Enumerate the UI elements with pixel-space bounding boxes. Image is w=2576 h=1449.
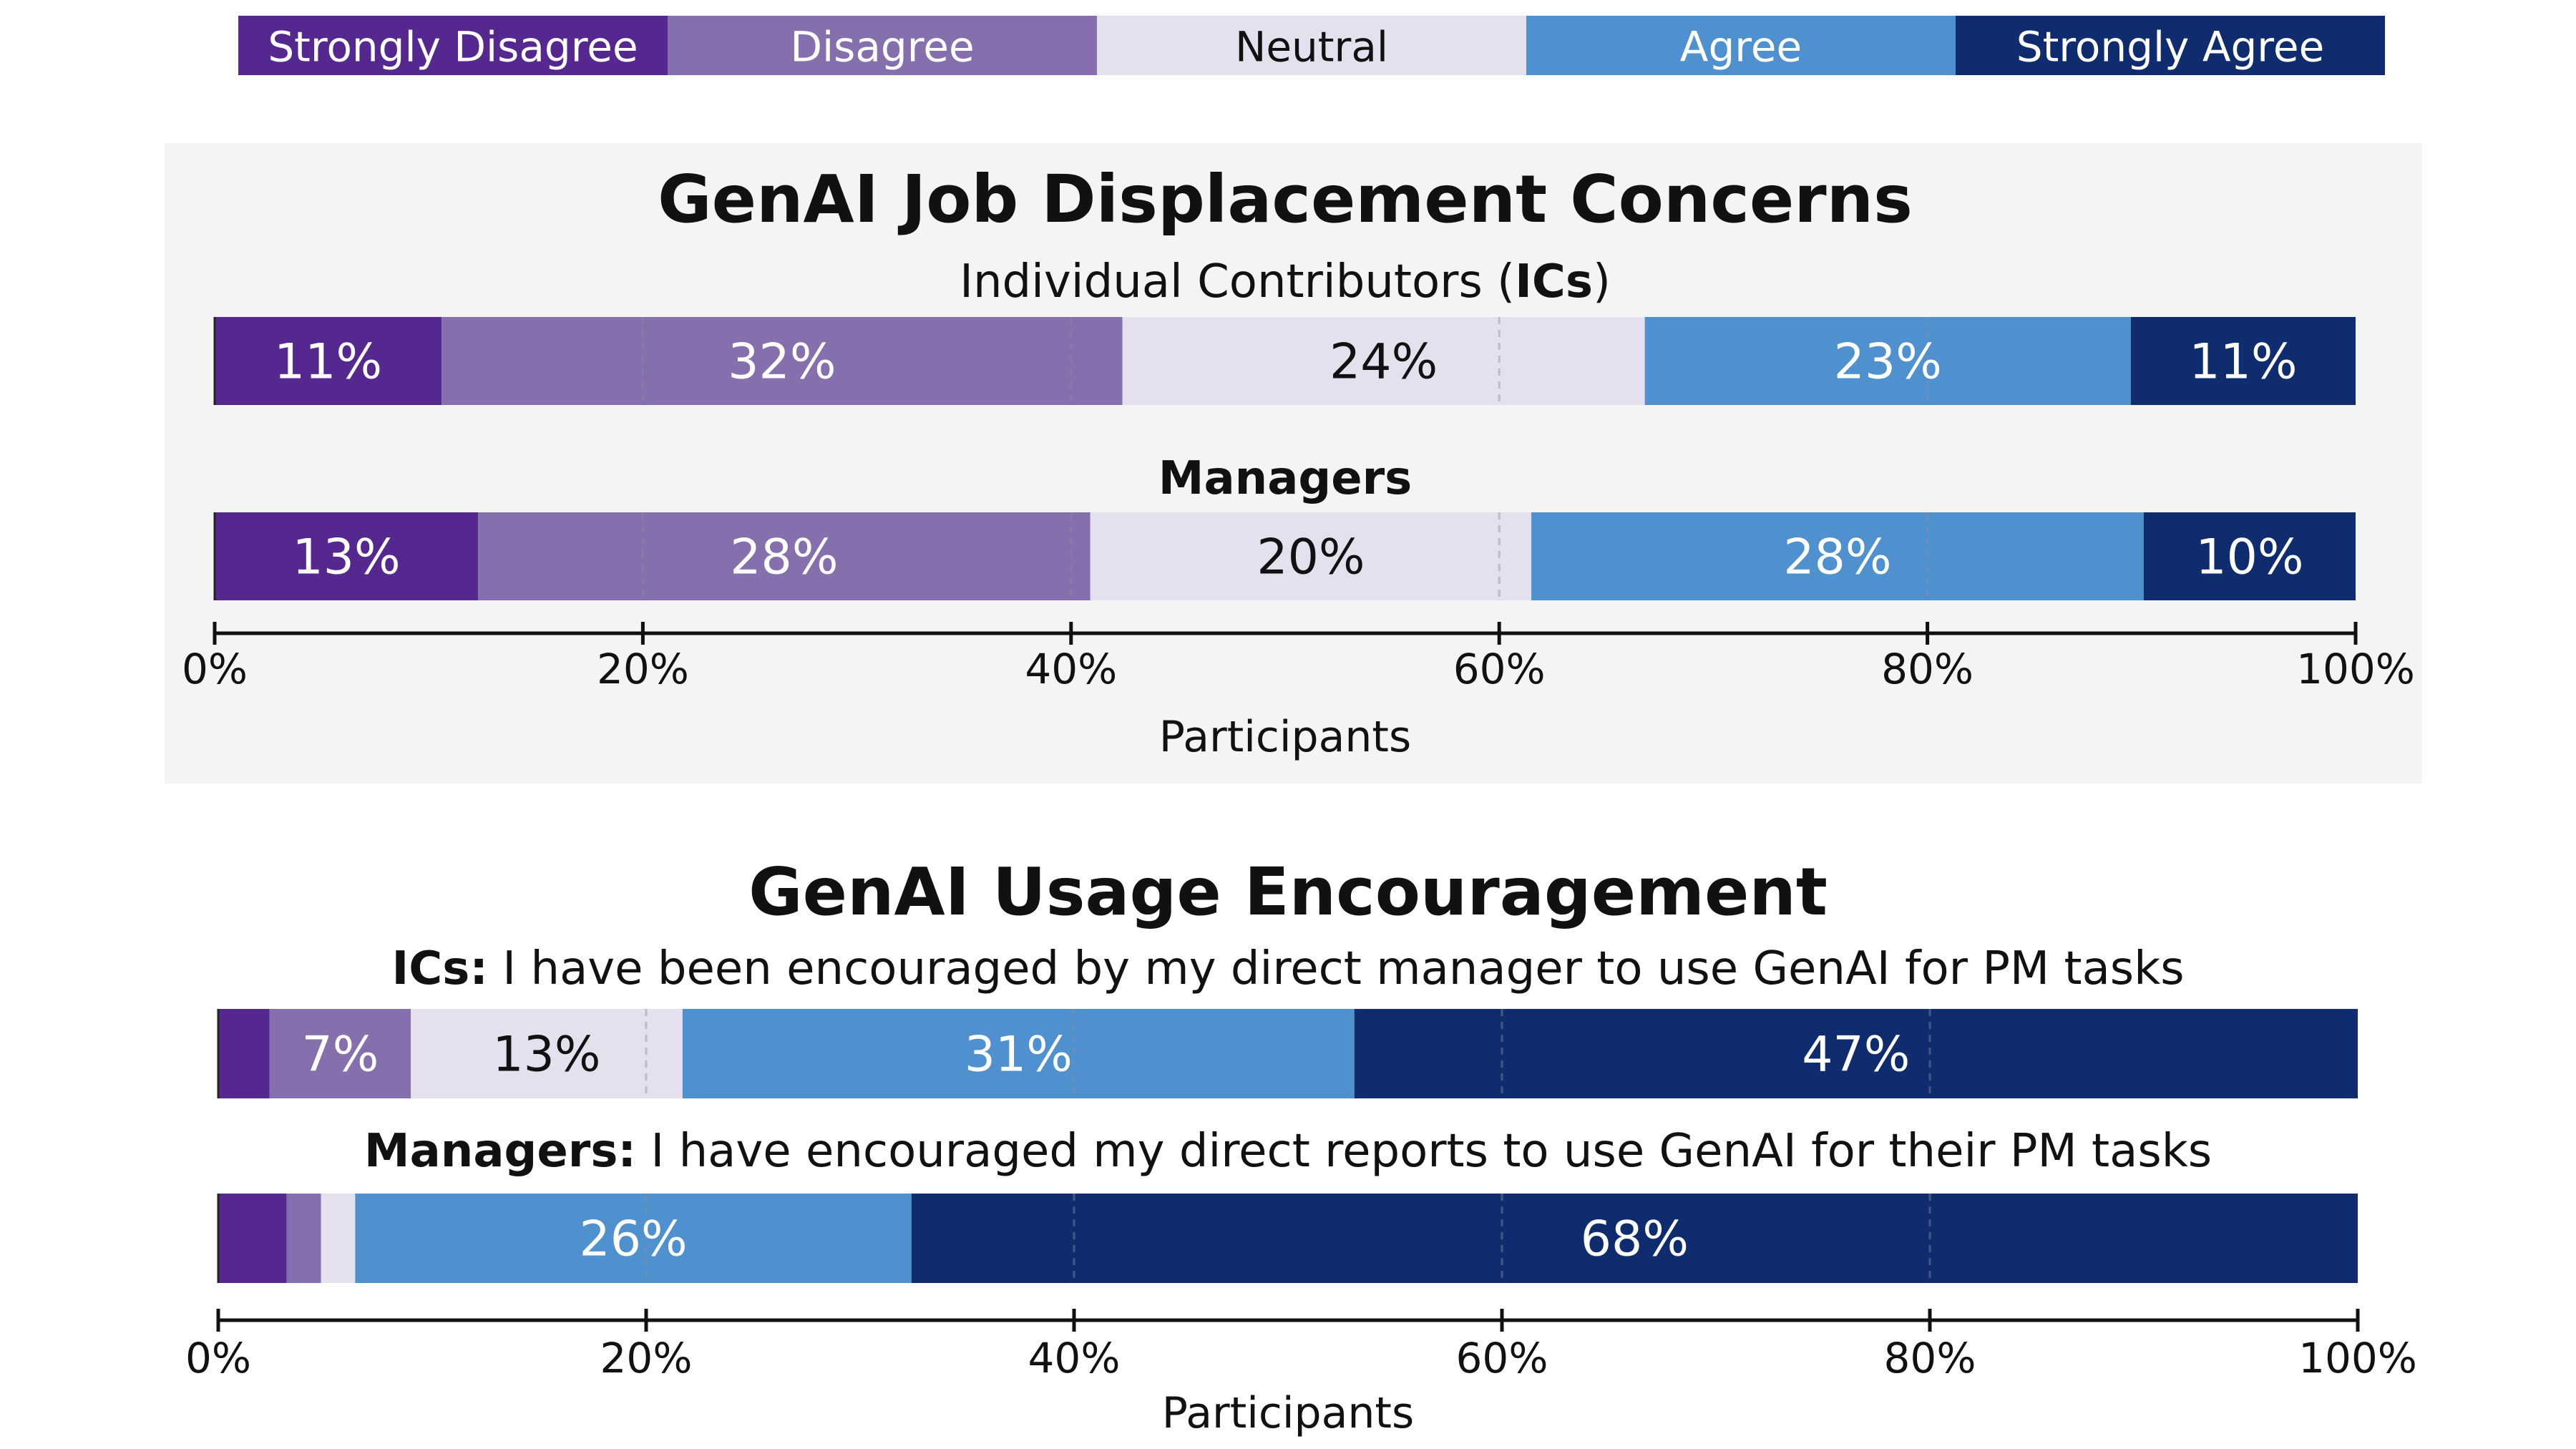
bar-row-label: Managers: I have encouraged my direct re… bbox=[364, 1125, 2212, 1178]
segment-value-label: 32% bbox=[728, 334, 836, 391]
segment-value-label: 11% bbox=[2189, 334, 2297, 391]
segment-value-label: 7% bbox=[301, 1027, 379, 1083]
bar-segment bbox=[1090, 512, 1532, 600]
bar-row-label-text: ) bbox=[1593, 255, 1611, 308]
bar-segment bbox=[478, 512, 1091, 600]
x-tick-label: 60% bbox=[1456, 1334, 1548, 1382]
bar-segment bbox=[215, 317, 442, 405]
bar-segment bbox=[411, 1009, 683, 1098]
x-axis-label: Participants bbox=[1162, 1388, 1414, 1438]
segment-value-label: 13% bbox=[292, 530, 400, 586]
x-tick-label: 80% bbox=[1884, 1334, 1976, 1382]
segment-value-label: 13% bbox=[492, 1027, 600, 1083]
bar-row-label-bold: Managers: bbox=[364, 1125, 636, 1178]
panel-1-background bbox=[165, 143, 2422, 784]
legend-label: Agree bbox=[1680, 23, 1802, 72]
segment-value-label: 23% bbox=[1834, 334, 1942, 391]
bar-segment bbox=[355, 1194, 912, 1283]
legend-swatch bbox=[1097, 16, 1526, 75]
x-tick-label: 100% bbox=[2298, 1334, 2417, 1382]
bar-segment bbox=[1644, 317, 2131, 405]
bar-segment bbox=[682, 1009, 1355, 1098]
bar-segment bbox=[218, 1009, 270, 1098]
bar-segment bbox=[2143, 512, 2356, 600]
x-tick-label: 0% bbox=[185, 1334, 251, 1382]
bar-segment bbox=[1531, 512, 2144, 600]
legend-label: Neutral bbox=[1235, 23, 1388, 72]
x-tick-label: 0% bbox=[182, 645, 248, 693]
legend-swatch bbox=[1956, 16, 2385, 75]
legend-label: Strongly Agree bbox=[2016, 23, 2325, 72]
x-tick-label: 100% bbox=[2296, 645, 2415, 693]
x-tick-label: 80% bbox=[1881, 645, 1974, 693]
legend-swatch bbox=[668, 16, 1097, 75]
bar-segment bbox=[269, 1009, 411, 1098]
bar-row-label-bold: ICs bbox=[1515, 255, 1593, 308]
bar-segment bbox=[218, 1194, 287, 1283]
segment-value-label: 20% bbox=[1257, 530, 1365, 586]
x-tick-label: 20% bbox=[600, 1334, 693, 1382]
legend-swatch bbox=[1526, 16, 1956, 75]
bar-row-label-bold: ICs: bbox=[391, 942, 487, 995]
legend-label: Disagree bbox=[790, 23, 974, 72]
segment-value-label: 31% bbox=[965, 1027, 1073, 1083]
segment-value-label: 11% bbox=[274, 334, 382, 391]
bar-row-label-text: Individual Contributors ( bbox=[960, 255, 1515, 308]
bar-segment bbox=[286, 1194, 321, 1283]
panel-job-displacement-concerns: GenAI Job Displacement Concerns Individua… bbox=[182, 161, 2415, 762]
bar-segment bbox=[321, 1194, 356, 1283]
bar-segment bbox=[2130, 317, 2356, 405]
bar-row-label-bold: Managers bbox=[1158, 452, 1413, 505]
segment-value-label: 68% bbox=[1581, 1211, 1689, 1268]
segment-value-label: 47% bbox=[1802, 1027, 1910, 1083]
chart-title: GenAI Job Displacement Concerns bbox=[658, 161, 1913, 238]
bar-segment bbox=[441, 317, 1123, 405]
bar-row-label-text: I have been encouraged by my direct mana… bbox=[488, 942, 2185, 995]
segment-value-label: 28% bbox=[730, 530, 838, 586]
segment-value-label: 10% bbox=[2195, 530, 2303, 586]
bar-segment bbox=[1122, 317, 1645, 405]
x-axis-label: Participants bbox=[1159, 712, 1411, 762]
bar-row-label: Individual Contributors (ICs) bbox=[960, 255, 1611, 308]
legend: Strongly Disagree Disagree Neutral Agree Str… bbox=[238, 16, 2385, 75]
bar-row-label-text: I have encouraged my direct reports to u… bbox=[636, 1125, 2212, 1178]
bar-segment bbox=[1354, 1009, 2358, 1098]
bar-row-label: Managers bbox=[1158, 452, 1413, 505]
panel-usage-encouragement: GenAI Usage Encouragement ICs: I have bee… bbox=[185, 854, 2417, 1438]
x-tick-label: 20% bbox=[597, 645, 689, 693]
x-tick-label: 40% bbox=[1025, 645, 1117, 693]
x-tick-label: 40% bbox=[1028, 1334, 1121, 1382]
bar-segment bbox=[215, 512, 479, 600]
legend-swatch bbox=[238, 16, 668, 75]
chart-title: GenAI Usage Encouragement bbox=[748, 854, 1828, 930]
segment-value-label: 24% bbox=[1330, 334, 1438, 391]
bar-row-label: ICs: I have been encouraged by my direct… bbox=[391, 942, 2184, 995]
legend-label: Strongly Disagree bbox=[268, 23, 638, 72]
segment-value-label: 26% bbox=[579, 1211, 687, 1268]
segment-value-label: 28% bbox=[1783, 530, 1891, 586]
x-tick-label: 60% bbox=[1453, 645, 1546, 693]
bar-segment bbox=[911, 1194, 2358, 1283]
